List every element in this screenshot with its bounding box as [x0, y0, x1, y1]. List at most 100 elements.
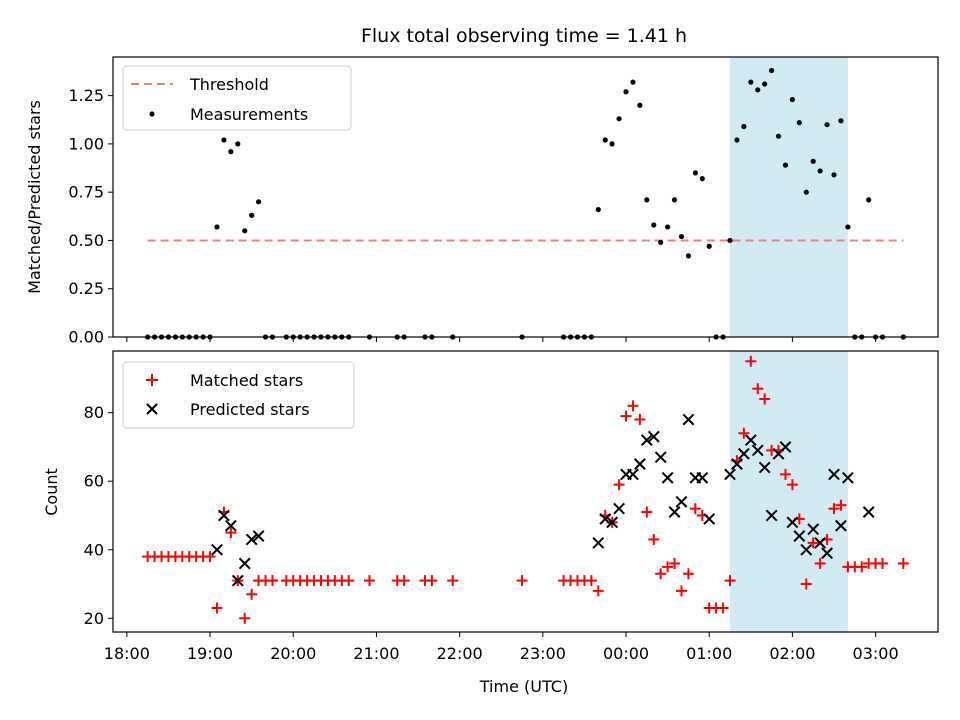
matched-star-point: [786, 479, 798, 491]
top-legend-box: [122, 65, 352, 131]
measurement-point: [249, 212, 255, 218]
matched-star-point: [752, 383, 764, 395]
matched-star-point: [641, 506, 653, 518]
matched-star-point: [856, 561, 868, 573]
measurement-point: [678, 233, 685, 240]
top-chart-title: Flux total observing time = 1.41 h: [361, 25, 687, 47]
measurement-point: [630, 79, 636, 85]
matched-star-point: [724, 575, 736, 587]
legend-threshold-label: Threshold: [189, 75, 269, 94]
matched-star-point: [828, 503, 840, 515]
measurement-point: [235, 141, 241, 147]
measurement-point: [658, 239, 664, 245]
measurement-point: [810, 158, 816, 164]
matched-star-point: [682, 568, 694, 580]
measurement-point: [866, 197, 872, 203]
bottom-legend: Matched stars Predicted stars: [122, 361, 355, 429]
matched-star-point: [745, 355, 757, 367]
matched-star-point: [426, 575, 438, 587]
predicted-star-point: [661, 471, 674, 484]
matched-star-point: [211, 602, 223, 614]
matched-star-point: [225, 527, 237, 539]
predicted-star-point: [647, 430, 660, 443]
measurement-point: [602, 137, 608, 143]
measurement-point: [831, 172, 837, 178]
top-y-ticks: 0.00 0.25 0.50 0.75 1.00 1.25: [68, 86, 113, 347]
measurement-point: [692, 170, 698, 176]
measurement-point: [595, 206, 601, 213]
predicted-star-point: [606, 516, 619, 529]
measurement-point: [623, 89, 629, 95]
measurement-point: [665, 224, 671, 230]
predicted-star-point: [627, 468, 639, 481]
measurement-point: [214, 224, 220, 230]
measurement-point: [242, 228, 248, 234]
x-tick-label: 03:00: [853, 644, 899, 663]
predicted-star-point: [751, 444, 764, 457]
x-tick-label: 18:00: [104, 644, 150, 663]
predicted-star-point: [862, 506, 875, 518]
measurement-point: [734, 137, 740, 143]
matched-star-point: [669, 557, 681, 569]
predicted-star-point: [814, 536, 827, 549]
measurement-point: [762, 81, 768, 87]
predicted-star-point: [211, 543, 223, 556]
predicted-star-point: [765, 509, 778, 522]
measurement-point: [727, 237, 733, 244]
matched-star-point: [759, 393, 771, 405]
predicted-star-point: [779, 441, 792, 453]
measurement-point: [796, 120, 802, 126]
measurement-point: [824, 121, 830, 128]
predicted-star-point: [703, 513, 716, 525]
matched-star-point: [343, 575, 355, 587]
predicted-star-point: [682, 413, 695, 426]
matched-star-point: [266, 575, 278, 587]
legend-measurements-label: Measurements: [190, 105, 308, 124]
predicted-star-points: [211, 413, 875, 587]
matched-star-point: [675, 585, 687, 597]
legend-matched-swatch: [146, 374, 158, 386]
predicted-star-point: [668, 506, 681, 518]
predicted-star-point: [835, 519, 847, 532]
predicted-star-point: [238, 557, 251, 570]
matched-star-point: [897, 557, 909, 569]
measurement-point: [789, 96, 796, 103]
measurement-point: [838, 118, 844, 124]
x-tick-label: 20:00: [270, 644, 316, 663]
measurement-point: [616, 116, 622, 122]
predicted-star-point: [724, 468, 736, 481]
matched-star-point: [655, 568, 667, 580]
matched-star-point: [814, 557, 826, 569]
predicted-star-point: [592, 536, 605, 549]
y-tick-label: 0.50: [68, 231, 104, 250]
predicted-star-point: [654, 451, 667, 464]
legend-measurements-swatch: [149, 111, 155, 117]
top-y-axis-label: Matched/Predicted stars: [25, 100, 44, 294]
y-tick-label: 20: [84, 609, 104, 628]
x-tick-label: 00:00: [603, 644, 649, 663]
matched-star-point: [689, 503, 701, 515]
matched-star-point: [613, 479, 625, 491]
top-panel: 0.00 0.25 0.50 0.75 1.00 1.25 Matched/Predict…: [25, 56, 939, 347]
measurement-points: [145, 67, 906, 340]
measurement-point: [671, 197, 678, 203]
x-tick-label: 23:00: [520, 644, 566, 663]
predicted-star-point: [252, 530, 265, 542]
bottom-y-ticks: 20 40 60 80: [84, 403, 113, 628]
predicted-star-point: [786, 516, 799, 529]
measurement-point: [651, 222, 657, 228]
measurement-point: [706, 243, 712, 249]
bottom-legend-box: [122, 361, 355, 429]
matched-star-point: [662, 561, 674, 573]
predicted-star-point: [841, 471, 854, 484]
top-shaded-span: [730, 57, 848, 337]
bottom-panel: 20 40 60 80 18:00 19:00 20:00 21:00 22:00 23:00 0…: [42, 350, 939, 696]
y-tick-label: 0.00: [68, 328, 104, 347]
matched-star-point: [717, 602, 729, 614]
x-tick-label: 21:00: [353, 644, 399, 663]
matched-star-point: [592, 585, 604, 597]
measurement-point: [769, 67, 775, 74]
matched-star-point: [246, 588, 258, 600]
predicted-star-point: [737, 447, 750, 460]
y-tick-label: 80: [84, 403, 104, 422]
